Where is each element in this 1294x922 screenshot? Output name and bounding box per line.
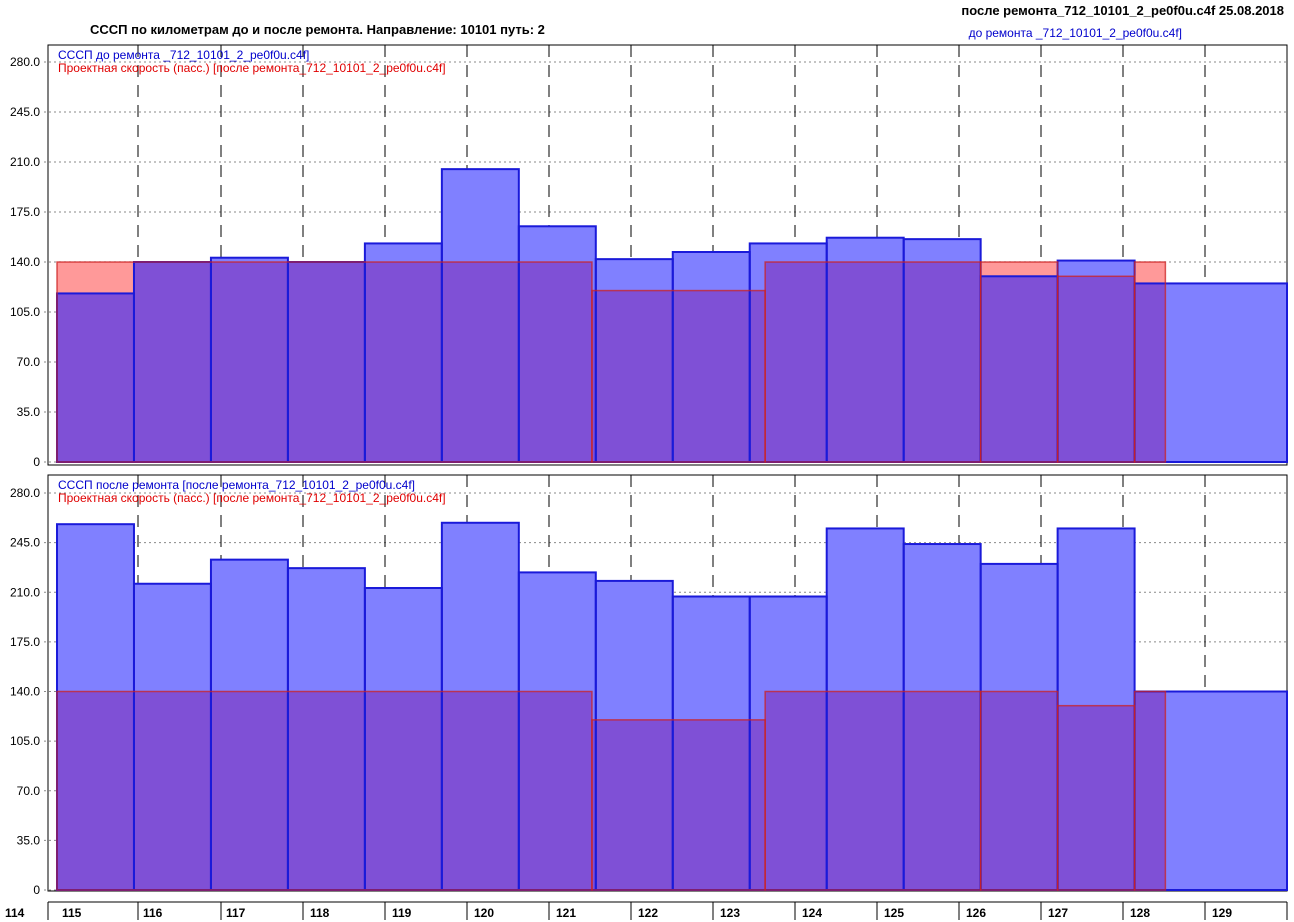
overlap-area bbox=[980, 276, 1058, 462]
overlap-area bbox=[1057, 705, 1135, 890]
overlap-area bbox=[287, 262, 365, 462]
x-tick-label: 126 bbox=[966, 906, 986, 920]
overlap-area bbox=[210, 691, 288, 890]
overlap-area bbox=[591, 290, 596, 462]
legend-entry: Проектная скорость (пасс.) [после ремонт… bbox=[58, 61, 446, 75]
design-speed-outline bbox=[1133, 261, 1167, 463]
overlap-area bbox=[518, 262, 592, 462]
file-after-label: после ремонта_712_10101_2_pe0f0u.c4f 25.… bbox=[961, 3, 1284, 18]
overlap-area bbox=[591, 719, 596, 890]
overlap-area bbox=[57, 691, 134, 890]
file-before-label: до ремонта _712_10101_2_pe0f0u.c4f] bbox=[968, 26, 1182, 40]
x-tick-label: 121 bbox=[556, 906, 576, 920]
x-tick-label: 116 bbox=[143, 906, 163, 920]
y-tick-label: 245.0 bbox=[10, 105, 40, 119]
x-tick-label: 123 bbox=[720, 906, 740, 920]
x-tick-label: 127 bbox=[1048, 906, 1068, 920]
y-tick-label: 105.0 bbox=[10, 734, 40, 748]
overlap-area bbox=[826, 262, 904, 462]
overlap-area bbox=[1057, 276, 1135, 462]
overlap-area bbox=[980, 691, 1058, 890]
x-tick-label: 129 bbox=[1212, 906, 1232, 920]
x-tick-label: 125 bbox=[884, 906, 904, 920]
y-tick-label: 140.0 bbox=[10, 685, 40, 699]
overlap-area bbox=[826, 691, 904, 890]
chart-panel-top: 280.0 245.0 210.0 175.0 140.0 105.0 70.0 35.0 0 С… bbox=[10, 44, 1289, 469]
x-tick-label: 114 bbox=[5, 906, 25, 920]
overlap-area bbox=[672, 719, 750, 890]
overlap-area bbox=[133, 262, 211, 462]
y-tick-label: 210.0 bbox=[10, 155, 40, 169]
legend-entry: СССП до ремонта _712_10101_2_pe0f0u.c4f] bbox=[58, 48, 309, 62]
overlap-area bbox=[441, 262, 519, 462]
overlap-area bbox=[903, 691, 981, 890]
overlap-area bbox=[595, 719, 673, 890]
overlap-area bbox=[765, 691, 827, 890]
y-tick-label: 175.0 bbox=[10, 205, 40, 219]
y-tick-label: 140.0 bbox=[10, 255, 40, 269]
y-tick-label: 175.0 bbox=[10, 635, 40, 649]
x-tick-label: 119 bbox=[392, 906, 412, 920]
overlap-area bbox=[595, 290, 673, 462]
overlap-area bbox=[749, 290, 766, 462]
y-tick-label: 105.0 bbox=[10, 305, 40, 319]
overlap-area bbox=[749, 719, 766, 890]
y-tick-label: 280.0 bbox=[10, 55, 40, 69]
overlap-area bbox=[133, 691, 211, 890]
chart-title: СССП по километрам до и после ремонта. Н… bbox=[90, 22, 545, 37]
legend-entry: СССП после ремонта [после ремонта_712_10… bbox=[58, 478, 415, 492]
overlap-area bbox=[765, 262, 827, 462]
overlap-area bbox=[903, 262, 981, 462]
overlap-area bbox=[57, 293, 134, 462]
x-tick-label: 117 bbox=[226, 906, 246, 920]
overlap-area bbox=[287, 691, 365, 890]
y-tick-label: 35.0 bbox=[17, 833, 41, 847]
overlap-area bbox=[518, 691, 592, 890]
x-tick-label: 128 bbox=[1130, 906, 1150, 920]
y-tick-label: 245.0 bbox=[10, 536, 40, 550]
x-tick-label: 120 bbox=[474, 906, 494, 920]
x-tick-label: 118 bbox=[310, 906, 330, 920]
y-tick-label: 280.0 bbox=[10, 486, 40, 500]
y-tick-label: 210.0 bbox=[10, 585, 40, 599]
overlap-area bbox=[210, 262, 288, 462]
x-tick-label: 122 bbox=[638, 906, 658, 920]
legend-entry: Проектная скорость (пасс.) [после ремонт… bbox=[58, 491, 446, 505]
design-speed-outline bbox=[1133, 690, 1167, 891]
y-tick-label: 35.0 bbox=[17, 405, 41, 419]
overlap-area bbox=[364, 691, 442, 890]
x-tick-label: 124 bbox=[802, 906, 822, 920]
overlap-area bbox=[364, 262, 442, 462]
x-tick-label: 115 bbox=[62, 906, 82, 920]
overlap-area bbox=[441, 691, 519, 890]
chart-panel-bottom: 280.0 245.0 210.0 175.0 140.0 105.0 70.0 35.0 0 С… bbox=[10, 474, 1289, 897]
y-tick-label: 0 bbox=[33, 455, 40, 469]
y-tick-label: 70.0 bbox=[17, 784, 41, 798]
overlap-area bbox=[1134, 691, 1166, 890]
overlap-area bbox=[672, 290, 750, 462]
y-tick-label: 70.0 bbox=[17, 355, 41, 369]
overlap-area bbox=[1134, 283, 1166, 462]
y-tick-label: 0 bbox=[33, 883, 40, 897]
